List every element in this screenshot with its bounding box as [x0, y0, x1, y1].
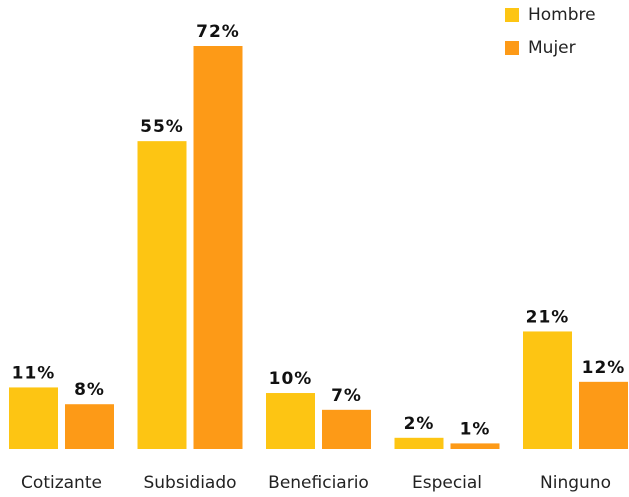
- bar: [193, 46, 243, 449]
- value-label: 55%: [140, 117, 184, 137]
- value-label: 10%: [269, 369, 313, 389]
- x-tick-label: Subsidiado: [143, 473, 236, 493]
- legend-swatch: [505, 41, 519, 55]
- x-tick-label: Especial: [412, 473, 482, 493]
- x-tick-label: Cotizante: [21, 473, 102, 493]
- x-tick-label: Ninguno: [540, 473, 611, 493]
- value-label: 7%: [331, 386, 362, 406]
- bar: [9, 387, 58, 449]
- value-label: 21%: [526, 307, 570, 327]
- bar: [65, 404, 114, 449]
- value-label: 11%: [12, 363, 56, 383]
- bar: [450, 443, 500, 449]
- legend-label: Hombre: [528, 5, 596, 25]
- bar: [523, 331, 572, 449]
- value-label: 2%: [404, 414, 435, 434]
- bar: [394, 437, 444, 449]
- value-label: 8%: [74, 380, 105, 400]
- legend-swatch: [505, 8, 519, 22]
- value-label: 72%: [196, 22, 240, 42]
- bar: [266, 393, 315, 449]
- bar: [322, 409, 371, 449]
- bar: [137, 141, 187, 449]
- value-label: 1%: [460, 419, 491, 439]
- bar: [579, 381, 628, 449]
- x-tick-label: Beneficiario: [268, 473, 369, 493]
- legend-label: Mujer: [528, 38, 576, 58]
- value-label: 12%: [582, 358, 626, 378]
